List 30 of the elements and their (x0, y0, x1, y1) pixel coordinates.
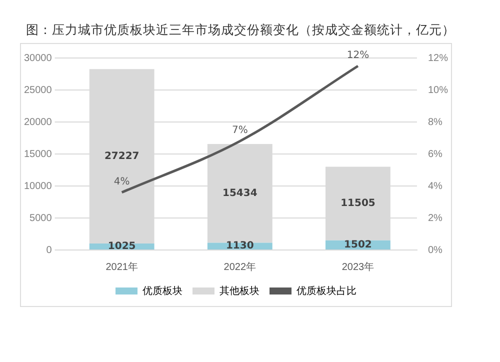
data-label: 12% (346, 50, 370, 61)
y-tick-label: 10000 (24, 180, 52, 192)
y2-tick-label: 0% (428, 244, 443, 256)
data-label: 1130 (226, 240, 254, 252)
legend-label: 优质板块 (142, 284, 182, 297)
y2-tick-label: 6% (428, 148, 443, 160)
y-tick-label: 0 (46, 244, 52, 256)
chart-title: 图：压力城市优质板块近三年市场成交份额变化（按成交金额统计，亿元） (26, 22, 455, 39)
y-tick-label: 20000 (24, 116, 52, 128)
y-tick-label: 25000 (24, 84, 52, 96)
y2-tick-label: 10% (428, 84, 448, 96)
data-label: 7% (232, 125, 248, 136)
y-tick-label: 30000 (24, 52, 52, 64)
y2-tick-label: 4% (428, 180, 443, 192)
data-label: 15434 (222, 188, 258, 199)
data-label: 1025 (108, 241, 136, 252)
x-tick-label: 2023年 (342, 260, 374, 273)
y2-tick-label: 2% (428, 212, 443, 224)
data-label: 4% (114, 176, 130, 188)
data-label: 27227 (104, 150, 140, 162)
y-tick-label: 15000 (24, 148, 52, 160)
x-tick-label: 2022年 (224, 260, 256, 273)
y-tick-label: 5000 (30, 212, 52, 224)
legend-label: 优质板块占比 (296, 284, 356, 297)
y2-tick-label: 8% (428, 116, 443, 128)
y2-tick-label: 12% (428, 52, 448, 64)
legend-label: 其他板块 (220, 284, 260, 297)
data-label: 1502 (344, 240, 372, 251)
data-label: 11505 (340, 198, 376, 210)
x-tick-label: 2021年 (106, 260, 138, 273)
